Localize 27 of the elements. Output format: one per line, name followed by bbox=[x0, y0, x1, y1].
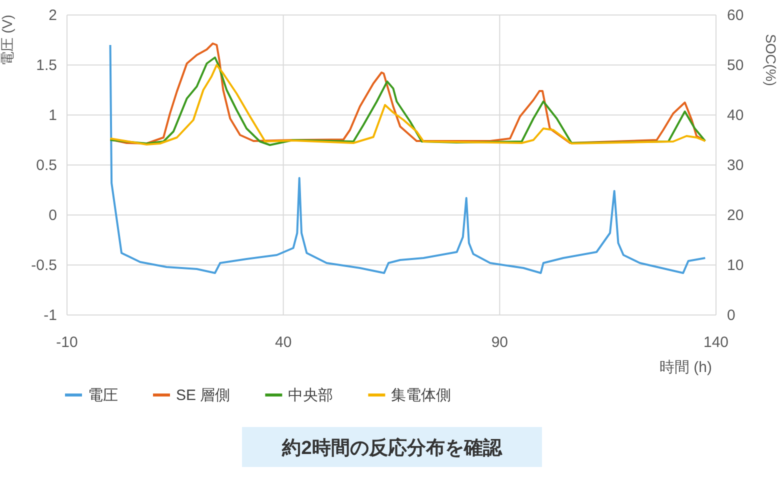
x-tick-label: 40 bbox=[274, 334, 292, 351]
y-tick-label: -1 bbox=[44, 307, 57, 324]
y-tick-label: 0.5 bbox=[36, 157, 57, 174]
y2-tick-label: 60 bbox=[727, 7, 744, 24]
y2-tick-label: 30 bbox=[727, 157, 744, 174]
x-tick-label: 90 bbox=[491, 334, 508, 351]
x-tick-label: 140 bbox=[703, 334, 729, 351]
y-tick-label: 1.5 bbox=[36, 57, 57, 74]
y2-tick-label: 20 bbox=[727, 207, 744, 224]
x-axis-title: 時間 (h) bbox=[660, 359, 712, 376]
y2-tick-label: 50 bbox=[727, 57, 744, 74]
text: 約2時間の反応分布を確認 bbox=[281, 437, 503, 459]
legend-label: 電圧 bbox=[88, 387, 118, 404]
y2-axis-title: SOC(%) bbox=[763, 34, 779, 86]
y2-tick-label: 40 bbox=[727, 107, 744, 124]
legend-label: 中央部 bbox=[288, 387, 334, 404]
y2-tick-label: 0 bbox=[727, 307, 736, 324]
y-tick-label: 2 bbox=[48, 7, 57, 24]
y-axis-title: 電圧 (V) bbox=[0, 14, 15, 66]
y-tick-label: 1 bbox=[48, 107, 57, 124]
y2-tick-label: 10 bbox=[727, 257, 744, 274]
line-series bbox=[109, 44, 706, 274]
x-tick-label: -10 bbox=[56, 334, 78, 351]
legend-label: SE 層側 bbox=[176, 387, 230, 404]
legend-label: 集電体側 bbox=[391, 387, 452, 404]
y-tick-label: -0.5 bbox=[31, 257, 57, 274]
y-tick-label: 0 bbox=[48, 207, 57, 224]
